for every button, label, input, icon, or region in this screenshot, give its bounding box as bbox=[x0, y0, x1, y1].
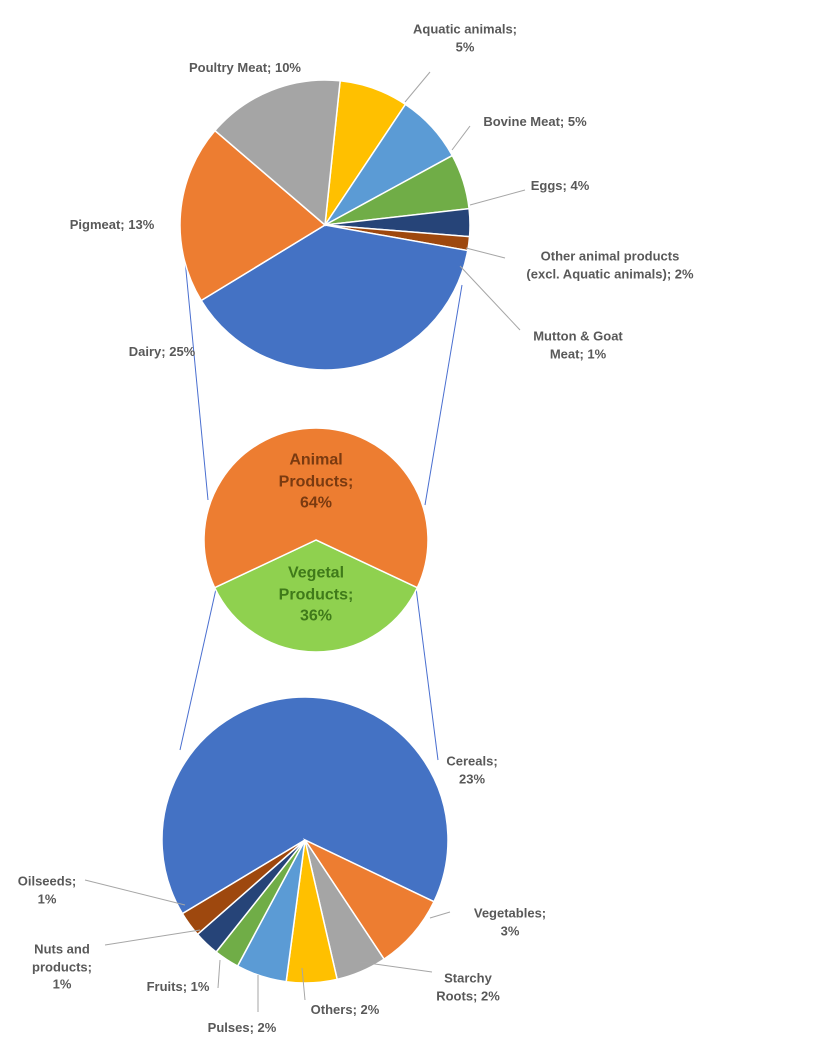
data-label: Pulses; 2% bbox=[207, 1020, 277, 1036]
data-label: Mutton & Goat Meat; 1% bbox=[533, 328, 623, 361]
pie-slice bbox=[213, 79, 341, 227]
connectors bbox=[179, 259, 463, 761]
leader-line bbox=[465, 247, 506, 259]
connector bbox=[179, 579, 219, 751]
leader-line bbox=[301, 967, 306, 1001]
pie-slice bbox=[179, 129, 327, 302]
leader-line bbox=[404, 71, 431, 103]
data-label: Other animal products (excl. Aquatic ani… bbox=[526, 248, 694, 281]
leader-line bbox=[84, 879, 186, 906]
data-label: Vegetal Products; 36% bbox=[278, 564, 354, 625]
pie-slice bbox=[200, 224, 469, 371]
data-label: Starchy Roots; 2% bbox=[436, 970, 500, 1003]
data-label: Others; 2% bbox=[310, 1002, 380, 1018]
connector bbox=[414, 579, 439, 761]
connector bbox=[424, 284, 463, 506]
pie-slice bbox=[161, 696, 449, 915]
data-label: Dairy; 25% bbox=[128, 344, 196, 360]
pie-slice bbox=[181, 839, 306, 936]
data-label: Oilseeds; 1% bbox=[17, 873, 77, 906]
leader-line bbox=[451, 125, 471, 151]
data-label: Bovine Meat; 5% bbox=[483, 114, 587, 130]
data-label: Eggs; 4% bbox=[530, 178, 590, 194]
leader-line bbox=[469, 189, 526, 206]
pie-slice bbox=[213, 539, 419, 653]
data-label: Animal Products; 64% bbox=[278, 451, 354, 512]
data-label: Pigmeat; 13% bbox=[69, 217, 155, 233]
data-label: Poultry Meat; 10% bbox=[189, 60, 301, 76]
leader-line bbox=[359, 961, 433, 973]
data-label: Fruits; 1% bbox=[146, 979, 210, 995]
data-label: Vegetables; 3% bbox=[473, 905, 547, 938]
leader-line bbox=[104, 929, 201, 946]
data-label: Cereals; 23% bbox=[446, 753, 498, 786]
leader-line bbox=[217, 959, 221, 989]
data-label: Nuts and products; 1% bbox=[32, 941, 92, 992]
leader-line bbox=[459, 265, 521, 331]
leader-line bbox=[429, 911, 451, 919]
connector bbox=[184, 259, 209, 501]
data-label: Aquatic animals; 5% bbox=[412, 21, 518, 54]
pie-slice bbox=[203, 427, 429, 589]
